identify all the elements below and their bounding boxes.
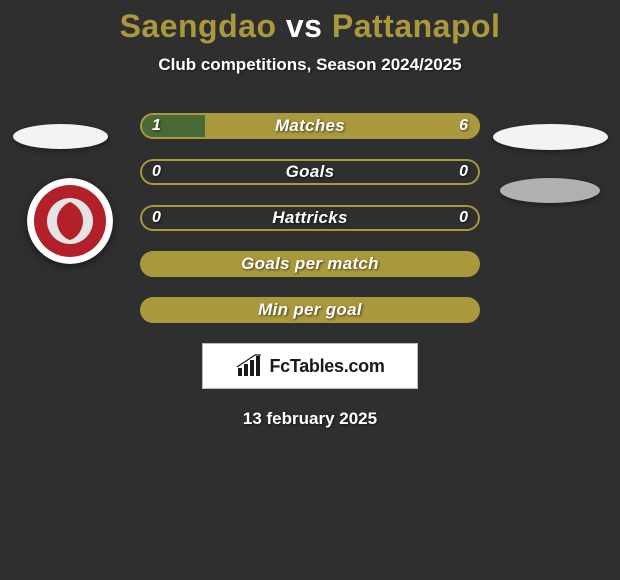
player-photo-right [493,124,608,150]
club-crest-icon [27,178,113,264]
stat-label: Min per goal [140,297,480,323]
stat-label: Hattricks [140,205,480,231]
page-title: Saengdao vs Pattanapol [0,0,620,45]
bar-chart-icon [235,354,263,378]
title-right: Pattanapol [332,8,501,44]
fctables-logo: FcTables.com [202,343,418,389]
logo-rest: Tables.com [290,356,385,376]
stat-bar: Goals per match [140,251,480,277]
stat-label: Goals per match [140,251,480,277]
logo-text: FcTables.com [269,356,384,377]
player-photo-left [13,124,108,149]
stat-label: Matches [140,113,480,139]
logo-prefix: Fc [269,356,289,376]
title-left: Saengdao [120,8,277,44]
stat-bar: 00Hattricks [140,205,480,231]
date: 13 february 2025 [0,409,620,429]
subtitle: Club competitions, Season 2024/2025 [0,55,620,75]
title-sep: vs [286,8,323,44]
stat-bar: 16Matches [140,113,480,139]
stat-bar: 00Goals [140,159,480,185]
stat-bar: Min per goal [140,297,480,323]
club-badge-left [27,178,113,264]
stat-label: Goals [140,159,480,185]
stat-bars: 16Matches 00Goals 00Hattricks Goals per mat… [140,113,480,323]
club-badge-right [500,178,600,203]
